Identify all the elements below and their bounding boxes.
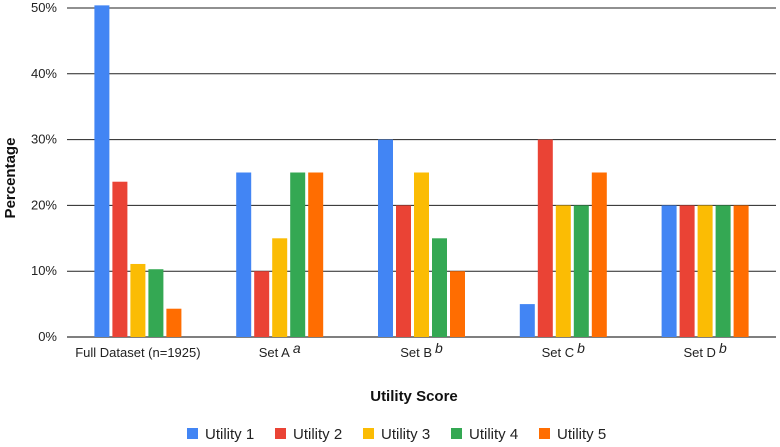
bar-utility-1 — [94, 5, 110, 337]
bar-utility-5 — [591, 172, 607, 337]
bar-utility-3 — [697, 205, 713, 337]
y-axis-title: Percentage — [2, 138, 19, 219]
bar-utility-2 — [254, 271, 270, 337]
bar-utility-3 — [130, 263, 146, 337]
bar-utility-4 — [148, 269, 164, 337]
bar-utility-2 — [396, 205, 411, 337]
legend-item: Utility 2 — [275, 426, 342, 443]
bar-utility-3 — [555, 205, 571, 337]
legend-item: Utility 1 — [187, 426, 254, 443]
bar-utility-1 — [661, 205, 677, 337]
legend-item: Utility 3 — [363, 426, 430, 443]
bar-utility-5 — [308, 172, 324, 337]
bar-utility-5 — [166, 308, 182, 337]
bar-utility-1 — [236, 172, 252, 337]
legend-swatch — [539, 428, 550, 439]
bar-utility-3 — [414, 172, 429, 337]
bars — [94, 5, 749, 337]
legend-label: Utility 5 — [557, 426, 606, 443]
y-tick-labels: 0% 10% 20% 30% 40% 50% — [31, 0, 57, 344]
legend-item: Utility 4 — [451, 426, 518, 443]
legend: Utility 1 Utility 2 Utility 3 Utility 4 Util… — [187, 426, 606, 443]
y-tick-label: 40% — [31, 66, 57, 81]
bar-utility-4 — [290, 172, 306, 337]
legend-label: Utility 3 — [381, 426, 430, 443]
legend-label: Utility 4 — [469, 426, 518, 443]
legend-swatch — [275, 428, 286, 439]
legend-label: Utility 1 — [205, 426, 254, 443]
bar-utility-3 — [272, 238, 288, 337]
x-tick-label: Full Dataset (n=1925) — [75, 345, 200, 360]
bar-utility-1 — [378, 139, 393, 337]
y-tick-label: 0% — [38, 329, 57, 344]
bar-utility-1 — [519, 304, 535, 337]
legend-swatch — [187, 428, 198, 439]
bar-utility-5 — [733, 205, 749, 337]
bar-utility-4 — [715, 205, 731, 337]
bar-utility-5 — [450, 271, 465, 337]
legend-swatch — [363, 428, 374, 439]
bar-utility-2 — [537, 139, 553, 337]
legend-swatch — [451, 428, 462, 439]
legend-item: Utility 5 — [539, 426, 606, 443]
y-tick-label: 20% — [31, 197, 57, 212]
bar-utility-2 — [679, 205, 695, 337]
bar-utility-2 — [112, 181, 128, 337]
x-axis-title: Utility Score — [370, 388, 458, 405]
y-tick-label: 30% — [31, 132, 57, 147]
bar-utility-4 — [573, 205, 589, 337]
legend-label: Utility 2 — [293, 426, 342, 443]
bar-utility-4 — [432, 238, 447, 337]
y-tick-label: 10% — [31, 263, 57, 278]
y-tick-label: 50% — [31, 0, 57, 15]
